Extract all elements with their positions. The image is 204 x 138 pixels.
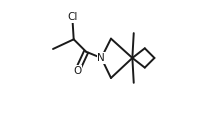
Text: N: N [98,53,105,63]
Text: O: O [73,66,81,76]
Text: Cl: Cl [67,12,78,22]
